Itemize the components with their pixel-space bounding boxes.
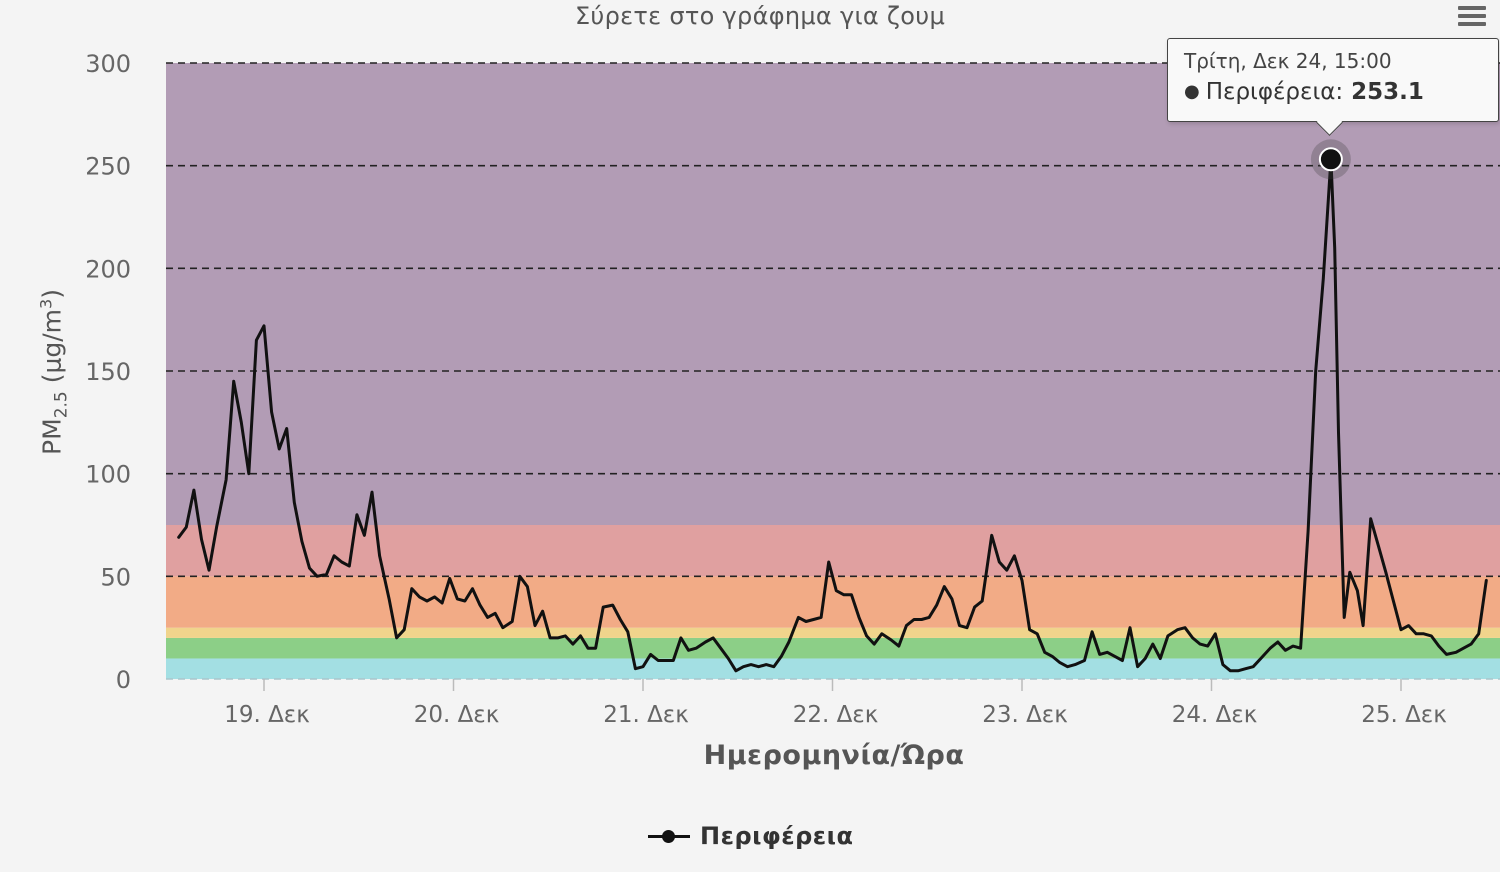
series-line-periphery <box>177 157 1488 673</box>
legend-line-marker-icon <box>648 826 690 846</box>
tooltip-date: Τρίτη, Δεκ 24, 15:00 <box>1184 49 1392 73</box>
y-tick-label: 100 <box>85 461 131 489</box>
x-axis-label: Ημερομηνία/Ώρα <box>703 740 965 771</box>
tooltip-bullet-icon: ● <box>1184 81 1200 102</box>
highlight-point <box>1318 147 1343 172</box>
y-tick-label: 50 <box>100 563 131 591</box>
y-axis-label: PM2.5 (μg/m3) <box>36 289 72 455</box>
y-tick-label: 250 <box>85 153 131 181</box>
band-4 <box>166 525 1500 577</box>
x-tick-label: 20. Δεκ <box>414 702 500 728</box>
tooltip-series: Περιφέρεια <box>1205 79 1336 105</box>
x-tick-label: 22. Δεκ <box>793 702 879 728</box>
air-quality-bands <box>166 63 1500 679</box>
data-tooltip: Τρίτη, Δεκ 24, 15:00 ● Περιφέρεια: 253.1 <box>1167 38 1499 122</box>
y-tick-label: 300 <box>85 50 131 78</box>
legend-label: Περιφέρεια <box>700 822 854 850</box>
band-2 <box>166 627 1500 638</box>
tooltip-row: ● Περιφέρεια: 253.1 <box>1184 79 1424 105</box>
axis-ticks: 0 50 100 150 200 250 300 19. Δεκ 20. Δεκ 21. Δεκ 2… <box>85 50 1447 728</box>
legend-item-periphery[interactable]: Περιφέρεια <box>648 818 854 854</box>
x-tick-label: 19. Δεκ <box>224 702 310 728</box>
x-tick-label: 25. Δεκ <box>1361 702 1447 728</box>
highlight-marker <box>1310 139 1351 180</box>
y-tick-label: 0 <box>116 666 131 694</box>
chart-subtitle: Σύρετε στο γράφημα για ζουμ <box>574 2 946 30</box>
y-tick-label: 150 <box>85 358 131 386</box>
x-tick-label: 24. Δεκ <box>1172 702 1258 728</box>
band-0 <box>166 658 1500 679</box>
band-5 <box>166 63 1500 525</box>
tooltip-value: 253.1 <box>1351 79 1424 105</box>
x-tick-label: 21. Δεκ <box>603 702 689 728</box>
y-tick-label: 200 <box>85 255 131 283</box>
hamburger-menu-icon[interactable] <box>1452 2 1492 36</box>
x-tick-label: 23. Δεκ <box>982 702 1068 728</box>
